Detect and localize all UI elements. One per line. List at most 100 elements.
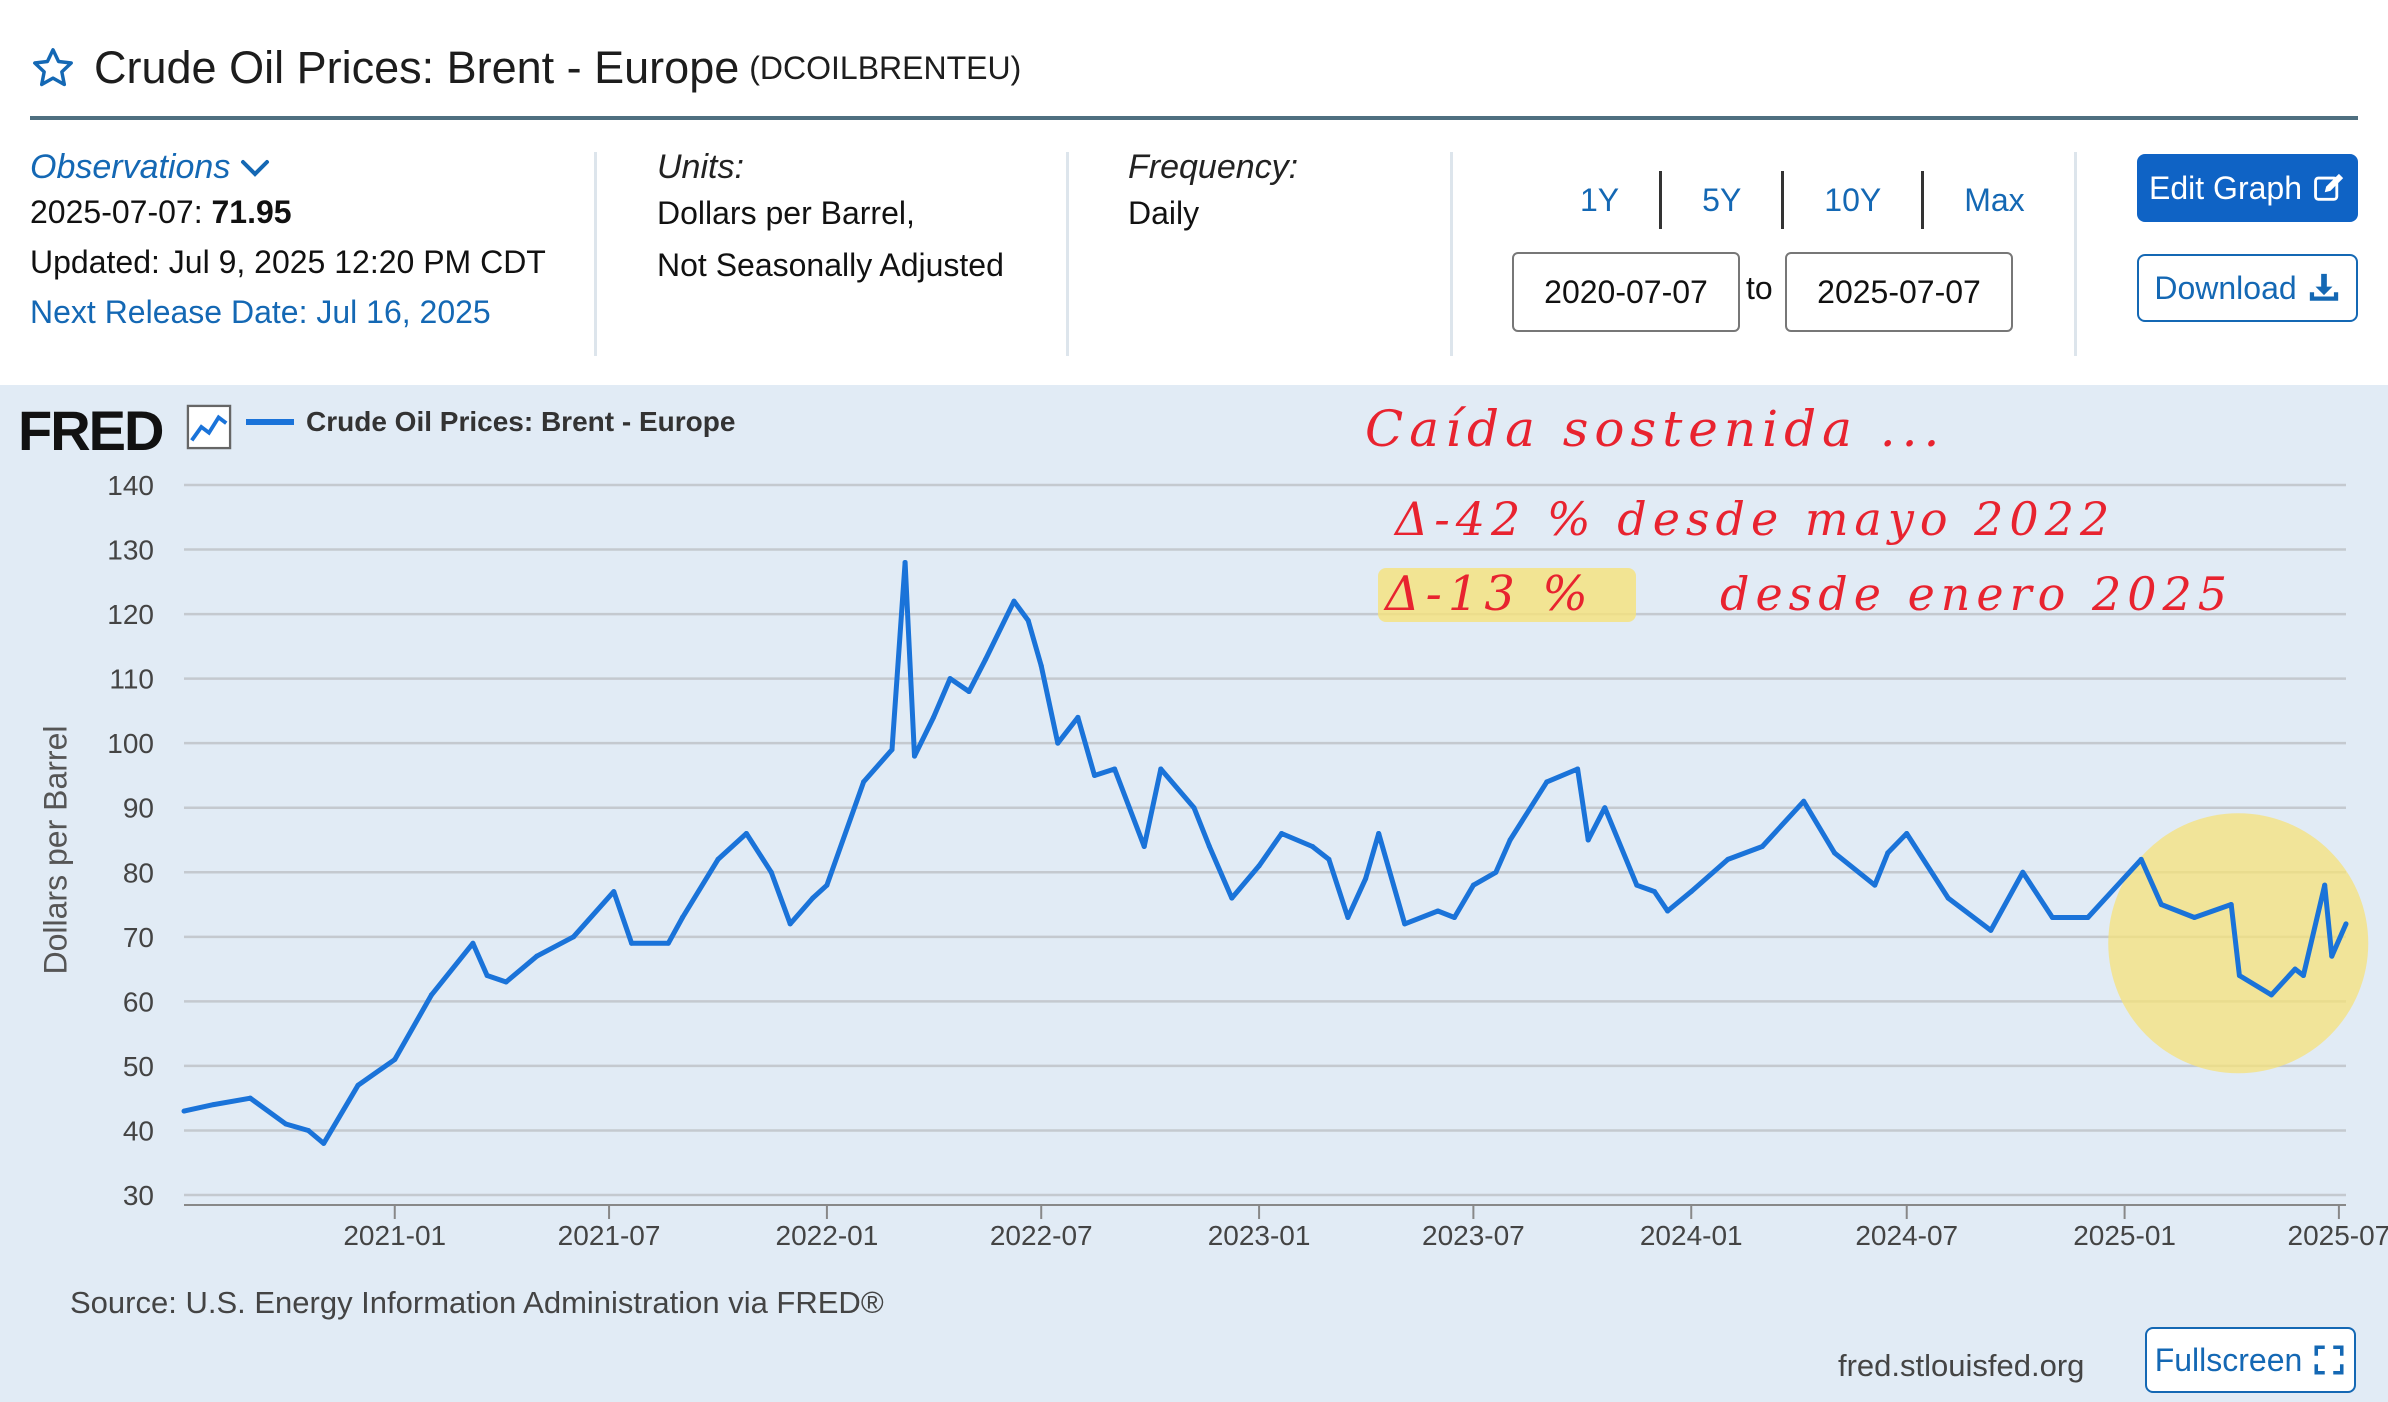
frequency-value: Daily [1128,195,1200,231]
y-tick-label: 60 [123,986,154,1017]
data-point [983,656,989,662]
data-point [1402,921,1408,927]
data-point [1451,914,1457,920]
data-point [2191,914,2197,920]
data-point [1229,895,1235,901]
data-point [1602,805,1608,811]
data-point [2049,914,2055,920]
series-line [183,560,2349,1146]
star-outline-icon[interactable] [30,45,76,91]
data-point [1634,882,1640,888]
y-tick-label: 120 [107,599,154,630]
page-title: Crude Oil Prices: Brent - Europe [94,42,740,93]
data-point [665,940,671,946]
chart-legend: Crude Oil Prices: Brent - Europe [246,406,735,438]
fullscreen-button[interactable]: Fullscreen [2145,1327,2356,1393]
divider [594,152,597,356]
annotation-line-2: Δ-42 % desde mayo 2022 [1393,492,2115,546]
updated-text: Updated: Jul 9, 2025 12:20 PM CDT [30,244,546,280]
data-point [1011,598,1017,604]
data-point [1206,843,1212,849]
divider [1450,152,1453,356]
title-divider [30,116,2358,120]
data-point [768,869,774,875]
divider [1066,152,1069,356]
data-point [2236,973,2242,979]
data-point [1470,882,1476,888]
units-heading: Units: [657,148,744,186]
data-point [861,779,867,785]
data-point [1363,876,1369,882]
x-tick-label: 2023-07 [1422,1220,1525,1251]
data-point [1376,831,1382,837]
fullscreen-icon [2314,1345,2344,1375]
data-point [1493,869,1499,875]
data-point [947,676,953,682]
site-link[interactable]: fred.stlouisfed.org [1838,1348,2085,1383]
chart-panel [0,385,2388,1402]
legend-label: Crude Oil Prices: Brent - Europe [306,406,736,437]
next-release-link[interactable]: Next Release Date: Jul 16, 2025 [30,294,491,330]
observation-date: 2025-07-07: [30,194,203,230]
title-row: Crude Oil Prices: Brent - Europe (DCOILB… [30,38,1021,98]
units-line-2: Not Seasonally Adjusted [657,247,1004,283]
data-point [247,1095,253,1101]
data-point [484,973,490,979]
series-marks [181,559,2369,1146]
edit-graph-button[interactable]: Edit Graph [2137,154,2358,222]
x-tick-label: 2025-07 [2288,1220,2388,1251]
data-point [2329,953,2335,959]
data-point [1345,914,1351,920]
data-point [305,1127,311,1133]
data-point [181,1108,187,1114]
y-tick-label: 90 [123,793,154,824]
x-tick-label: 2024-07 [1855,1220,1958,1251]
data-point [1055,740,1061,746]
range-separator [1781,171,1785,229]
data-point [1759,843,1765,849]
x-tick-label: 2025-01 [2073,1220,2176,1251]
data-point [1092,772,1098,778]
range-1y-button[interactable]: 1Y [1580,182,1620,218]
series-code: (DCOILBRENTEU) [749,49,1022,86]
handwritten-annotations: Caída sostenida ... Δ-42 % desde mayo 202… [1365,400,2227,622]
data-point [629,940,635,946]
x-tick-label: 2021-01 [343,1220,446,1251]
data-point [1191,805,1197,811]
observations-heading: Observations [30,148,231,186]
data-point [810,895,816,901]
data-point [1725,856,1731,862]
x-tick-label: 2022-07 [990,1220,1093,1251]
divider [2074,152,2077,356]
data-point [1141,843,1147,849]
data-point [571,934,577,940]
data-point [2322,882,2328,888]
range-10y-button[interactable]: 10Y [1824,182,1882,218]
data-point [2228,902,2234,908]
date-to-label: to [1746,270,1773,306]
data-point [966,689,972,695]
data-point [743,831,749,837]
data-point [321,1140,327,1146]
data-point [1801,798,1807,804]
download-button[interactable]: Download [2137,254,2358,322]
data-point [283,1121,289,1127]
data-point [1945,895,1951,901]
chevron-down-icon [241,159,270,177]
range-max-button[interactable]: Max [1964,182,2025,218]
range-separator [1921,171,1925,229]
data-point [912,753,918,759]
y-tick-label: 40 [123,1115,154,1146]
download-label: Download [2154,269,2297,306]
y-tick-label: 30 [123,1180,154,1211]
units-panel: Units: Dollars per Barrel, Not Seasonall… [657,148,1004,358]
observations-toggle[interactable]: Observations [30,148,546,187]
end-date-input[interactable]: 2025-07-07 [1785,252,2013,332]
range-5y-button[interactable]: 5Y [1702,182,1742,218]
observation-value: 71.95 [211,194,292,230]
observations-panel: Observations 2025-07-07: 71.95 Updated: … [30,148,546,358]
start-date-input[interactable]: 2020-07-07 [1512,252,1740,332]
gridlines [184,483,2346,1206]
y-tick-label: 130 [107,535,154,566]
data-point [1988,927,1994,933]
